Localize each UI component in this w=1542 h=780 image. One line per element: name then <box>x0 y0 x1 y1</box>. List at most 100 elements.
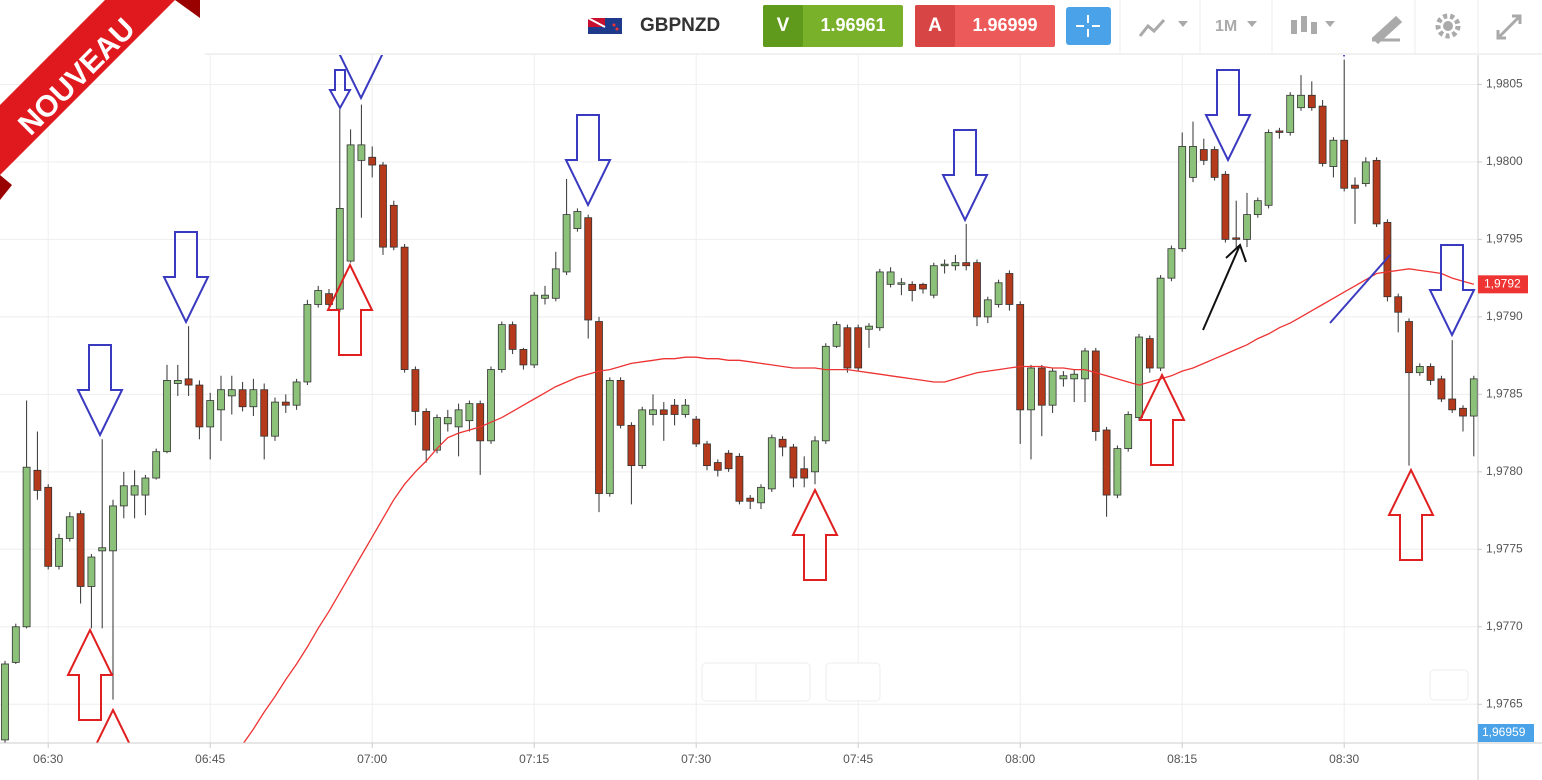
candle-body <box>1113 448 1122 496</box>
candle-body <box>692 418 701 445</box>
candle-body <box>616 380 625 426</box>
candle-body <box>562 214 571 273</box>
candle-body <box>44 486 53 567</box>
y-tick-label: 1,9790 <box>1486 309 1523 323</box>
annotation-arrow <box>1138 372 1186 466</box>
candle-body <box>454 409 463 428</box>
candle-body <box>1091 350 1100 432</box>
x-tick-label: 08:30 <box>1329 752 1359 766</box>
candle-body <box>703 443 711 467</box>
annotation-arrow <box>941 129 989 223</box>
y-tick-label: 1,9800 <box>1486 154 1523 168</box>
candle-body <box>141 477 150 496</box>
y-tick-label: 1,9785 <box>1486 387 1523 401</box>
candle-body <box>497 324 506 370</box>
buy-price[interactable]: 1.96999 <box>972 15 1037 35</box>
settings-button[interactable] <box>1435 13 1461 39</box>
candle-body <box>854 327 863 369</box>
expand-button[interactable] <box>1496 14 1522 40</box>
candle-body <box>1340 139 1349 189</box>
annotation-line <box>1329 254 1391 324</box>
candle-body <box>832 324 841 347</box>
chart-type-button[interactable] <box>1138 18 1188 37</box>
timeframe[interactable]: 1M <box>1215 18 1237 35</box>
annotation-arrow <box>1204 69 1252 163</box>
candle-body <box>152 451 161 479</box>
y-tick-label: 1,9775 <box>1486 541 1523 555</box>
candle-body <box>281 401 290 406</box>
candle-body <box>886 271 895 285</box>
candle-body <box>595 321 603 494</box>
buy-label[interactable]: A <box>928 15 942 36</box>
candle-body <box>1329 139 1338 167</box>
candle-body <box>994 282 1003 305</box>
candle-body <box>1 663 9 741</box>
candle-body <box>767 437 776 490</box>
annotations <box>66 55 1476 743</box>
candle-body <box>22 466 31 628</box>
candle-body <box>541 294 549 299</box>
candle-body <box>865 325 873 330</box>
nav-button[interactable] <box>1429 669 1469 701</box>
candle-body <box>1070 373 1079 380</box>
candle-body <box>1178 146 1187 250</box>
candle-body <box>389 204 398 248</box>
candle-body <box>227 389 236 397</box>
sell-price[interactable]: 1.96961 <box>820 15 885 35</box>
candle-body <box>670 404 679 415</box>
annotation-arrow <box>328 69 352 111</box>
candle-body <box>1394 296 1403 313</box>
candle-body <box>292 381 301 406</box>
candle-body <box>1037 367 1046 406</box>
crosshair-button[interactable] <box>1066 7 1111 45</box>
sell-label[interactable]: V <box>777 15 790 36</box>
ma-price-label: 1,9792 <box>1484 277 1521 291</box>
candle-body <box>379 164 387 248</box>
candle-body <box>1145 338 1154 369</box>
candle-body <box>76 513 85 587</box>
candle-body <box>929 265 938 296</box>
annotation-arrow <box>326 262 374 356</box>
buy-button[interactable]: A 1.96999 <box>915 5 1055 47</box>
candle-body <box>130 485 139 496</box>
candle-body <box>983 299 992 318</box>
x-tick-label: 06:45 <box>195 752 225 766</box>
candle-type-button[interactable] <box>1291 16 1335 34</box>
candle-body <box>746 497 755 502</box>
candle-body <box>271 401 279 437</box>
candle-body <box>638 409 647 467</box>
candle-body <box>217 389 225 411</box>
candle-body <box>919 283 927 290</box>
sell-button[interactable]: V 1.96961 <box>763 5 903 47</box>
candle-body <box>163 380 171 453</box>
candle-body <box>206 400 215 428</box>
y-tick-label: 1,9780 <box>1486 464 1523 478</box>
candle-body <box>238 389 247 408</box>
candle-body <box>357 144 366 161</box>
candle-body <box>314 290 323 305</box>
candle-body <box>33 469 42 491</box>
draw-tool-button[interactable] <box>1371 15 1403 45</box>
candle-body <box>1156 277 1165 369</box>
candle-body <box>724 452 733 470</box>
candle-body <box>260 389 269 437</box>
axes: 1,9765 1,9770 1,9775 1,9780 1,9785 1,9790 1,97… <box>33 77 1534 766</box>
candle-body <box>55 538 63 567</box>
timeframe-button[interactable]: 1M <box>1215 18 1257 35</box>
y-tick-label: 1,9770 <box>1486 619 1523 633</box>
nav-button[interactable] <box>825 662 881 702</box>
x-tick-label: 07:30 <box>681 752 711 766</box>
candle-body <box>1210 149 1219 178</box>
candle-body <box>973 262 981 318</box>
ma-price-tag <box>1478 275 1528 294</box>
candle-body <box>508 324 517 350</box>
candle-body <box>422 410 431 451</box>
candle-body <box>487 369 495 442</box>
candle-body <box>908 283 917 291</box>
symbol: GBPNZD <box>640 15 720 36</box>
candle-body <box>605 380 614 494</box>
candle-body <box>1059 375 1068 380</box>
annotation-arrow <box>1387 467 1435 561</box>
